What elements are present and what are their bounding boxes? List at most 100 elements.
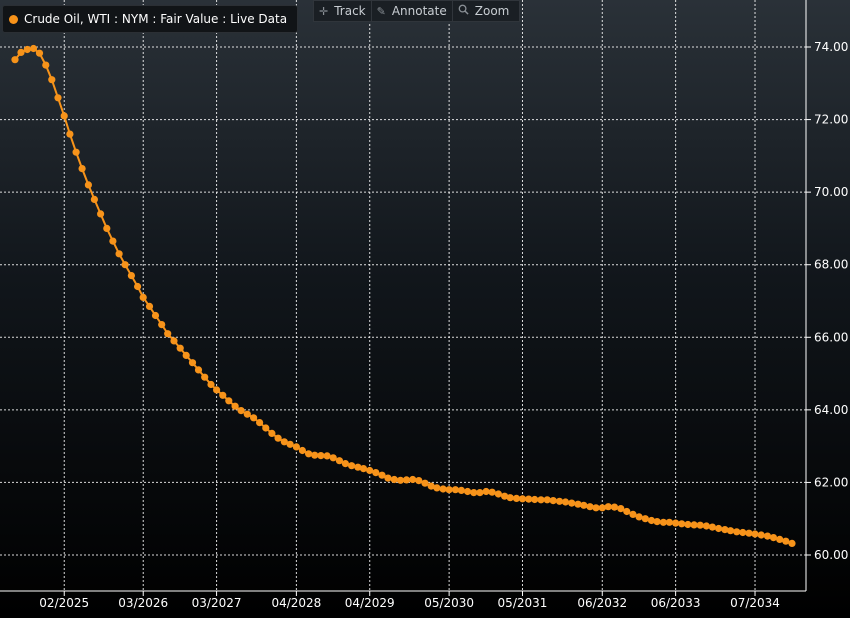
series-layer (11, 44, 796, 548)
data-point (592, 504, 600, 512)
data-point (182, 351, 190, 359)
data-point (488, 488, 496, 496)
data-point (629, 510, 637, 518)
data-point (145, 302, 154, 310)
track-label: Track (334, 4, 366, 18)
data-point (739, 528, 747, 537)
data-point (445, 486, 453, 494)
data-point (48, 76, 56, 84)
data-point (341, 460, 349, 468)
annotate-button[interactable]: ✎ Annotate (372, 1, 453, 21)
data-point (678, 520, 686, 528)
data-point (580, 501, 588, 509)
series-legend[interactable]: Crude Oil, WTI : NYM : Fair Value : Live… (2, 5, 298, 33)
data-point (543, 496, 551, 504)
data-point (549, 497, 557, 505)
data-point (90, 195, 98, 203)
data-point (54, 94, 62, 102)
data-point (292, 443, 300, 451)
data-point (317, 452, 325, 460)
data-point (207, 380, 215, 389)
data-point (439, 485, 447, 493)
data-point (323, 452, 331, 460)
data-point (623, 507, 631, 516)
x-tick-label: 05/2030 (424, 596, 474, 610)
data-point (354, 463, 362, 471)
data-point (512, 494, 521, 502)
data-point (139, 293, 147, 301)
series-marker-icon (9, 14, 18, 24)
data-point (286, 440, 294, 448)
data-point (415, 477, 423, 485)
data-point (427, 482, 435, 490)
pencil-icon: ✎ (376, 4, 386, 18)
data-point (194, 366, 203, 374)
data-point (402, 476, 411, 484)
track-button[interactable]: ✛ Track (314, 1, 372, 21)
data-point (506, 494, 514, 502)
data-point (757, 531, 765, 539)
data-point (280, 438, 288, 446)
chart-toolbar: ✛ Track ✎ Annotate Zoom (313, 0, 520, 22)
data-point (390, 475, 398, 484)
data-point (348, 462, 356, 470)
data-point (243, 410, 251, 418)
data-point (672, 519, 680, 527)
data-point (298, 446, 306, 455)
zoom-button[interactable]: Zoom (453, 1, 515, 21)
data-point (305, 450, 313, 458)
data-point (378, 471, 386, 479)
data-point (35, 49, 44, 57)
data-point (97, 210, 105, 218)
data-point (726, 527, 735, 535)
x-tick-label: 07/2034 (730, 596, 780, 610)
data-point (72, 148, 80, 156)
data-point (421, 479, 429, 487)
y-tick-label: 72.00 (814, 113, 848, 127)
data-point (103, 224, 111, 232)
data-point (384, 474, 392, 482)
data-point (696, 521, 704, 529)
data-point (60, 112, 68, 120)
data-point (641, 515, 649, 523)
data-point (219, 391, 227, 399)
data-point (763, 532, 772, 540)
x-tick-label: 06/2033 (651, 596, 701, 610)
y-tick-label: 74.00 (814, 40, 848, 54)
data-point (568, 499, 576, 507)
data-point (518, 495, 527, 503)
data-point (250, 414, 258, 422)
data-point (151, 311, 160, 320)
data-point (17, 48, 25, 57)
data-point (684, 520, 692, 529)
x-tick-label: 05/2031 (498, 596, 548, 610)
data-point (311, 451, 319, 459)
data-point (213, 386, 221, 394)
data-point (501, 492, 509, 500)
data-point (635, 513, 643, 521)
data-point (366, 466, 374, 475)
data-point (409, 475, 417, 484)
data-point (708, 523, 717, 531)
data-point (476, 489, 484, 497)
data-point (788, 539, 796, 548)
data-point (78, 165, 86, 173)
data-point (604, 503, 612, 511)
data-point (396, 476, 405, 484)
data-point (751, 530, 759, 538)
data-point (268, 429, 276, 437)
data-point (262, 424, 270, 432)
data-point (164, 330, 172, 338)
data-point (617, 505, 625, 513)
data-point (659, 518, 668, 526)
y-tick-label: 66.00 (814, 330, 848, 344)
data-point (42, 61, 50, 69)
data-point (482, 487, 490, 496)
data-point (451, 486, 459, 494)
data-point (690, 521, 698, 529)
data-point (121, 261, 129, 269)
data-point (329, 454, 337, 462)
